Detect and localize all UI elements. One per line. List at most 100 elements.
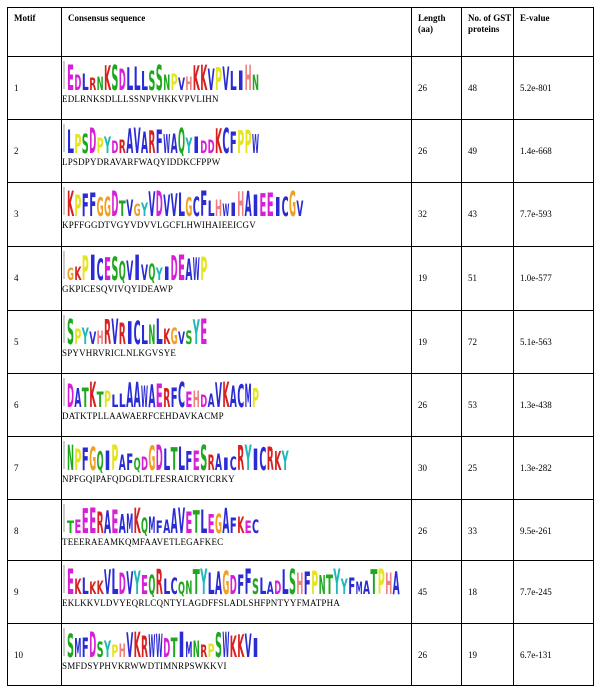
motif-length: 19 bbox=[411, 246, 462, 311]
logo-letter: V bbox=[222, 60, 229, 93]
logo-letter: F bbox=[89, 186, 96, 219]
logo-letter: C bbox=[171, 575, 178, 597]
logo-letter: G bbox=[89, 440, 96, 473]
logo-letter: D bbox=[111, 138, 118, 156]
logo-letter: W bbox=[193, 253, 200, 283]
logo-letter: K bbox=[215, 122, 222, 156]
logo-letter: A bbox=[134, 376, 141, 410]
logo-letter: P bbox=[215, 63, 222, 93]
logo-letter: V bbox=[104, 563, 111, 597]
logo-letter: F bbox=[230, 128, 237, 156]
logo-letter: F bbox=[237, 569, 244, 597]
logo-letter: F bbox=[185, 446, 192, 473]
gst-protein-count: 72 bbox=[461, 310, 514, 374]
logo-letter: F bbox=[245, 563, 252, 597]
logo-letter: I bbox=[89, 249, 96, 283]
logo-letter: R bbox=[119, 319, 126, 347]
logo-letter: C bbox=[222, 122, 229, 156]
logo-letter: H bbox=[215, 197, 222, 219]
motif-length: 30 bbox=[411, 436, 462, 500]
logo-letter: K bbox=[163, 325, 171, 347]
logo-letter: M bbox=[74, 633, 81, 660]
consensus-cell: T E E E R A E A M K Q M F A A V E T L E G A F K E C TEEERAEAMKQMFA… bbox=[61, 499, 412, 561]
logo-letter: V bbox=[215, 376, 222, 410]
logo-letter: N bbox=[67, 439, 74, 473]
logo-letter: V bbox=[178, 502, 185, 536]
logo-letter: M bbox=[148, 514, 155, 536]
logo-letter: A bbox=[119, 451, 126, 473]
header-gst-proteins: No. of GST proteins bbox=[461, 7, 514, 57]
logo-letter: C bbox=[178, 376, 185, 410]
logo-letter: G bbox=[222, 564, 229, 597]
table-row: 6 D A T K T P L L A A W A E R F C E H D A V K A C M P DATKTPLLAAWAE… bbox=[7, 373, 594, 437]
logo-letter: I bbox=[193, 134, 200, 156]
logo-letter: G bbox=[148, 439, 155, 473]
gst-protein-count: 18 bbox=[461, 560, 514, 624]
logo-letter: K bbox=[200, 59, 207, 93]
logo-letter: L bbox=[200, 503, 207, 536]
logo-letter: P bbox=[82, 249, 89, 283]
logo-letter: S bbox=[215, 626, 222, 660]
consensus-cell: D A T K T P L L A A W A E R F C E H D A V K A C M P DATKTPLLAAWAER… bbox=[61, 373, 412, 437]
logo-letter: E bbox=[89, 502, 96, 536]
logo-letter: W bbox=[163, 129, 170, 156]
logo-letter: E bbox=[200, 313, 207, 347]
logo-letter: A bbox=[245, 185, 252, 219]
logo-letter: H bbox=[245, 59, 252, 93]
logo-letter: K bbox=[237, 514, 245, 536]
logo-letter: L bbox=[282, 563, 289, 597]
logo-letter: W bbox=[222, 201, 229, 219]
logo-letter: L bbox=[119, 390, 126, 410]
logo-letter: A bbox=[126, 122, 133, 156]
logo-letter: P bbox=[111, 439, 118, 473]
logo-letter: F bbox=[82, 443, 89, 473]
logo-letter: E bbox=[74, 516, 81, 536]
logo-letter: Y bbox=[244, 439, 252, 473]
logo-letter: A bbox=[119, 509, 126, 536]
logo-letter: P bbox=[311, 564, 318, 597]
motif-length: 26 bbox=[411, 119, 462, 183]
logo-letter: Y bbox=[200, 563, 208, 597]
logo-letter: D bbox=[119, 569, 126, 597]
logo-letter: E bbox=[185, 388, 192, 410]
consensus-cell: E D L R N K S D L L L S S N P V H K K V P V L I H N EDLRNKSDLLLSSN… bbox=[61, 56, 412, 120]
logo-letter: E bbox=[267, 186, 274, 219]
logo-letter: S bbox=[67, 313, 74, 347]
logo-letter: F bbox=[156, 123, 163, 156]
logo-letter: L bbox=[134, 60, 141, 93]
table-row: 10 S M F D S Y P H V K R W W D T I M N R P S W K K V I SMFDSYPHVKRW… bbox=[7, 623, 594, 686]
logo-letter: R bbox=[156, 563, 163, 597]
logo-letter: S bbox=[200, 439, 207, 473]
logo-letter: I bbox=[237, 65, 244, 93]
logo-letter: D bbox=[171, 249, 178, 283]
logo-letter: L bbox=[126, 63, 133, 93]
consensus-sequence-text: EKLKKVLDVYEQRLCQNTYLAGDFFSLADLSHFPNTYYFM… bbox=[62, 598, 341, 608]
logo-letter: R bbox=[104, 313, 111, 347]
logo-letter: P bbox=[237, 126, 244, 156]
logo-letter: K bbox=[104, 59, 111, 93]
header-consensus-sequence: Consensus sequence bbox=[61, 7, 412, 57]
logo-letter: D bbox=[200, 392, 207, 410]
logo-letter: Q bbox=[148, 569, 155, 597]
logo-letter: L bbox=[208, 197, 215, 219]
logo-letter: E bbox=[208, 509, 215, 536]
motif-number: 8 bbox=[7, 499, 62, 561]
logo-letter: H bbox=[237, 185, 244, 219]
consensus-sequence-text: GKPICESQVIVQYIDEAWP bbox=[62, 284, 174, 294]
logo-letter: S bbox=[252, 575, 259, 597]
logo-letter: K bbox=[134, 502, 141, 536]
logo-letter: P bbox=[74, 191, 81, 219]
logo-letter: V bbox=[134, 122, 141, 156]
logo-letter: D bbox=[111, 185, 118, 219]
logo-letter: A bbox=[222, 502, 229, 536]
consensus-cell: N P F G Q I P A F Q D G D L T L F E S R A I C R Y I C R K Y NPFGQIPAFQ… bbox=[61, 436, 412, 500]
logo-letter: V bbox=[245, 627, 252, 660]
logo-letter: W bbox=[252, 129, 259, 156]
